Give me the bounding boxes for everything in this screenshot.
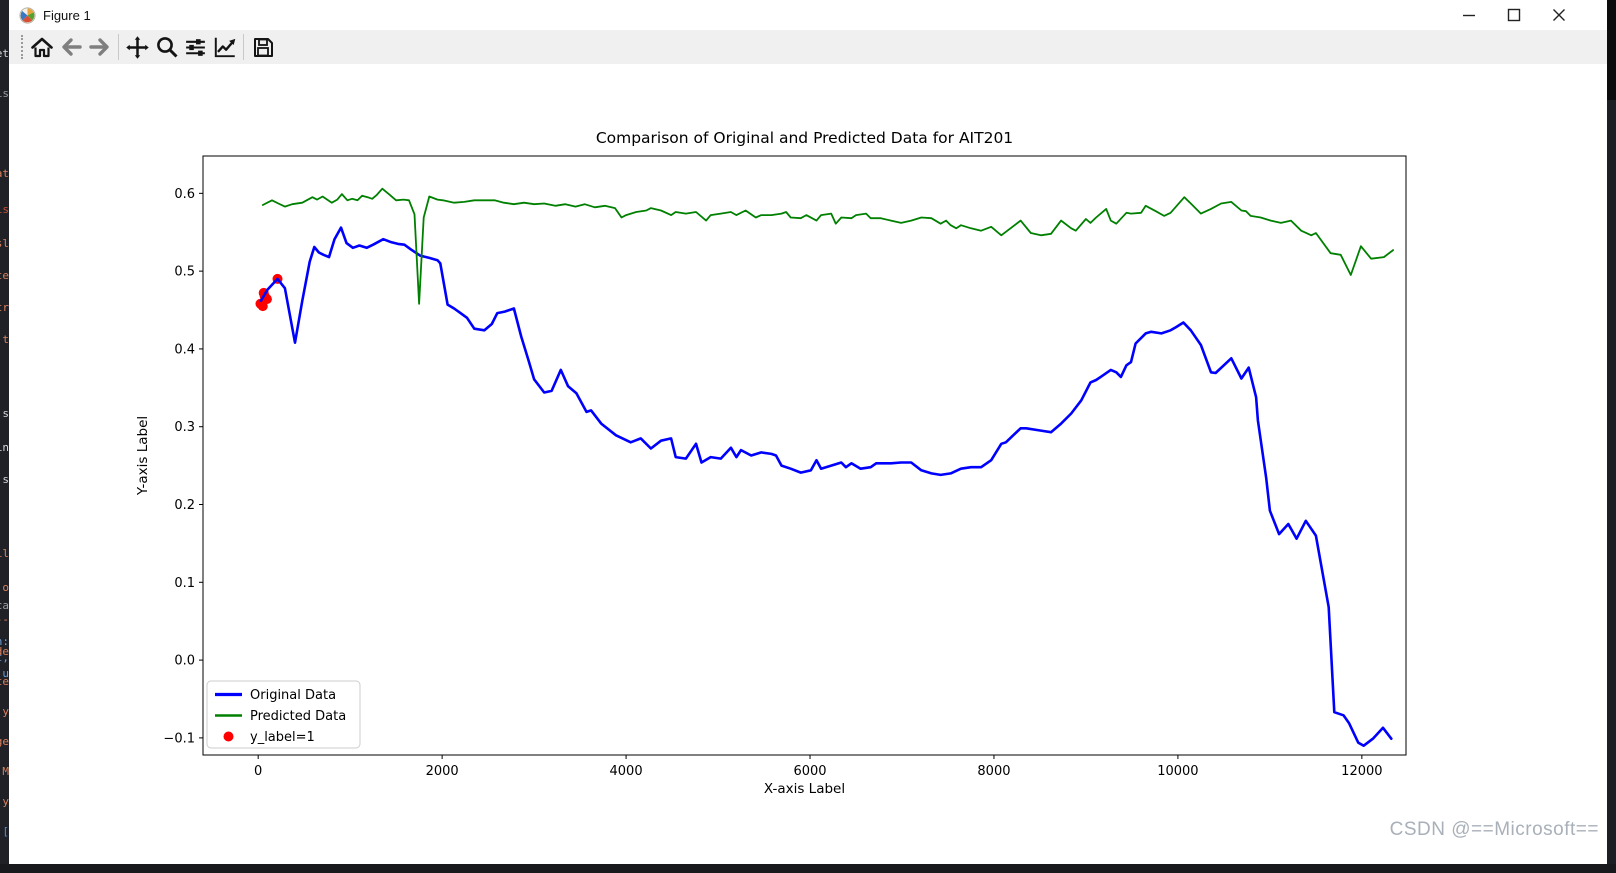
toolbar-grip[interactable] — [21, 35, 23, 59]
y-tick-label: 0.3 — [174, 420, 195, 435]
y-tick-label: 0.2 — [174, 498, 195, 513]
code-fragment: t — [2, 333, 9, 346]
back-arrow-icon — [61, 38, 82, 56]
legend-label: y_label=1 — [250, 730, 315, 745]
legend: Original Data Predicted Data y_label=1 — [206, 680, 361, 749]
x-tick-label: 6000 — [793, 764, 826, 779]
figure-window: Figure 1 — [9, 0, 1607, 864]
x-tick-label: 10000 — [1157, 764, 1198, 779]
close-button[interactable] — [1536, 0, 1581, 30]
legend-label: Predicted Data — [250, 709, 346, 724]
code-fragment: sl — [0, 237, 9, 250]
save-button[interactable] — [248, 32, 277, 62]
edit-parameters-button[interactable] — [210, 32, 239, 62]
code-fragment: s — [2, 407, 9, 420]
code-fragment: ril — [0, 547, 9, 560]
forward-button[interactable] — [85, 32, 114, 62]
y-tick-label: 0.6 — [174, 187, 195, 202]
matplotlib-app-icon — [19, 6, 36, 24]
legend-box — [206, 680, 361, 749]
line-chart-icon — [214, 37, 235, 58]
y-tick-label: 0.0 — [174, 654, 195, 669]
code-fragment: o — [2, 581, 9, 594]
minimize-button[interactable] — [1446, 0, 1491, 30]
background-bottom-strip — [0, 864, 1616, 873]
figure-canvas[interactable]: Comparison of Original and Predicted Dat… — [9, 64, 1607, 864]
code-fragment: de — [0, 645, 9, 658]
y-axis-label: Y-axis Label — [135, 416, 151, 496]
matplotlib-toolbar — [9, 30, 1607, 64]
code-fragment: u — [2, 667, 9, 680]
code-fragment: ge — [0, 735, 9, 748]
code-fragment: n: — [0, 635, 9, 648]
home-button[interactable] — [27, 32, 56, 62]
code-fragment: t, — [0, 651, 9, 664]
chart-title: Comparison of Original and Predicted Dat… — [596, 129, 1013, 147]
code-fragment: at — [0, 167, 9, 180]
x-tick-label: 0 — [254, 764, 262, 779]
code-fragment: M — [2, 765, 9, 778]
save-icon — [253, 38, 273, 57]
code-fragment: -- — [0, 613, 9, 626]
pan-button[interactable] — [123, 32, 152, 62]
x-tick-label: 8000 — [977, 764, 1010, 779]
x-tick-label: 2000 — [426, 764, 459, 779]
x-axis-label: X-axis Label — [764, 781, 845, 797]
close-icon — [1552, 9, 1565, 21]
toolbar-separator — [118, 34, 119, 60]
configure-subplots-button[interactable] — [181, 32, 210, 62]
legend-label: Original Data — [250, 688, 336, 703]
magnifier-icon — [156, 37, 178, 58]
maximize-icon — [1507, 8, 1520, 22]
legend-swatch — [223, 731, 234, 742]
y-tick-label: −0.1 — [163, 731, 195, 746]
code-fragment: tr — [0, 301, 9, 314]
code-fragment: y — [2, 705, 9, 718]
maximize-button[interactable] — [1491, 0, 1536, 30]
code-fragment: lis — [0, 203, 9, 216]
original-data-line — [259, 226, 1393, 748]
minimize-icon — [1462, 14, 1475, 17]
y-tick-label: 0.4 — [174, 342, 195, 357]
x-tick-label: 12000 — [1341, 764, 1382, 779]
background-corner — [1607, 0, 1616, 100]
code-fragment: te — [0, 269, 9, 282]
chart[interactable]: Comparison of Original and Predicted Dat… — [9, 64, 1607, 864]
back-button[interactable] — [56, 32, 85, 62]
y-tick-label: 0.5 — [174, 265, 195, 280]
code-fragment: [ — [2, 825, 9, 838]
zoom-button[interactable] — [152, 32, 181, 62]
y-tick-label: 0.1 — [174, 576, 195, 591]
background-right-strip — [1607, 0, 1616, 873]
window-titlebar[interactable]: Figure 1 — [9, 0, 1607, 30]
background-editor-strip: et is at lis sl te tr t s in s ril o -- de te y ge My ca n: t… — [0, 0, 9, 873]
home-icon — [30, 37, 53, 58]
code-fragment: te — [0, 675, 9, 688]
toolbar-separator — [243, 34, 244, 60]
plot-frame — [202, 155, 1407, 756]
pan-icon — [126, 35, 149, 59]
window-title: Figure 1 — [43, 7, 91, 23]
csdn-watermark: CSDN @==Microsoft== — [1389, 819, 1599, 840]
code-fragment: s — [2, 473, 9, 486]
sliders-icon — [186, 38, 205, 56]
forward-arrow-icon — [88, 38, 109, 56]
code-fragment: ca — [0, 599, 9, 612]
predicted-data-line — [261, 187, 1394, 305]
code-fragment: et — [0, 47, 9, 60]
code-fragment: is — [0, 87, 9, 100]
code-fragment: y — [2, 795, 9, 808]
code-fragment: in — [0, 441, 9, 454]
x-tick-label: 4000 — [610, 764, 643, 779]
